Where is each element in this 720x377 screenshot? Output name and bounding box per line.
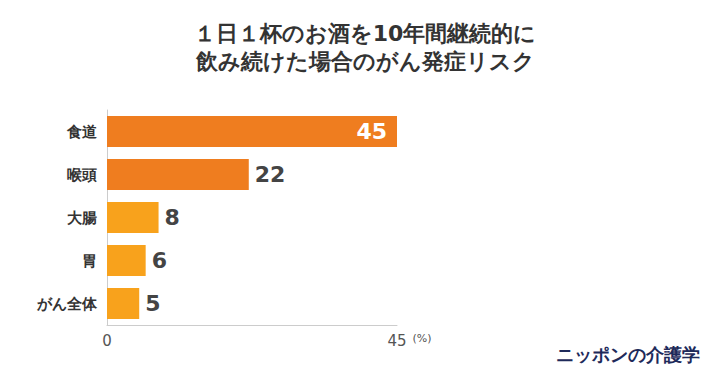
- svg-text:8: 8: [165, 205, 180, 230]
- svg-text:喉頭: 喉頭: [67, 166, 97, 184]
- svg-text:胃: 胃: [82, 252, 97, 270]
- svg-text:6: 6: [152, 248, 167, 273]
- svg-text:食道: 食道: [66, 123, 98, 141]
- svg-text:飲み続けた場合のがん発症リスク: 飲み続けた場合のがん発症リスク: [195, 49, 535, 74]
- svg-text:ニッポンの介護学: ニッポンの介護学: [556, 344, 700, 365]
- svg-text:0: 0: [102, 332, 112, 350]
- svg-text:5: 5: [145, 291, 160, 316]
- svg-text:大腸: 大腸: [67, 209, 97, 227]
- svg-text:(%): (%): [412, 332, 431, 345]
- svg-text:45: 45: [356, 119, 387, 144]
- svg-text:22: 22: [255, 162, 286, 187]
- svg-text:１日１杯のお酒を10年間継続的に: １日１杯のお酒を10年間継続的に: [194, 21, 537, 46]
- svg-text:がん全体: がん全体: [36, 295, 98, 313]
- svg-text:45: 45: [387, 332, 406, 350]
